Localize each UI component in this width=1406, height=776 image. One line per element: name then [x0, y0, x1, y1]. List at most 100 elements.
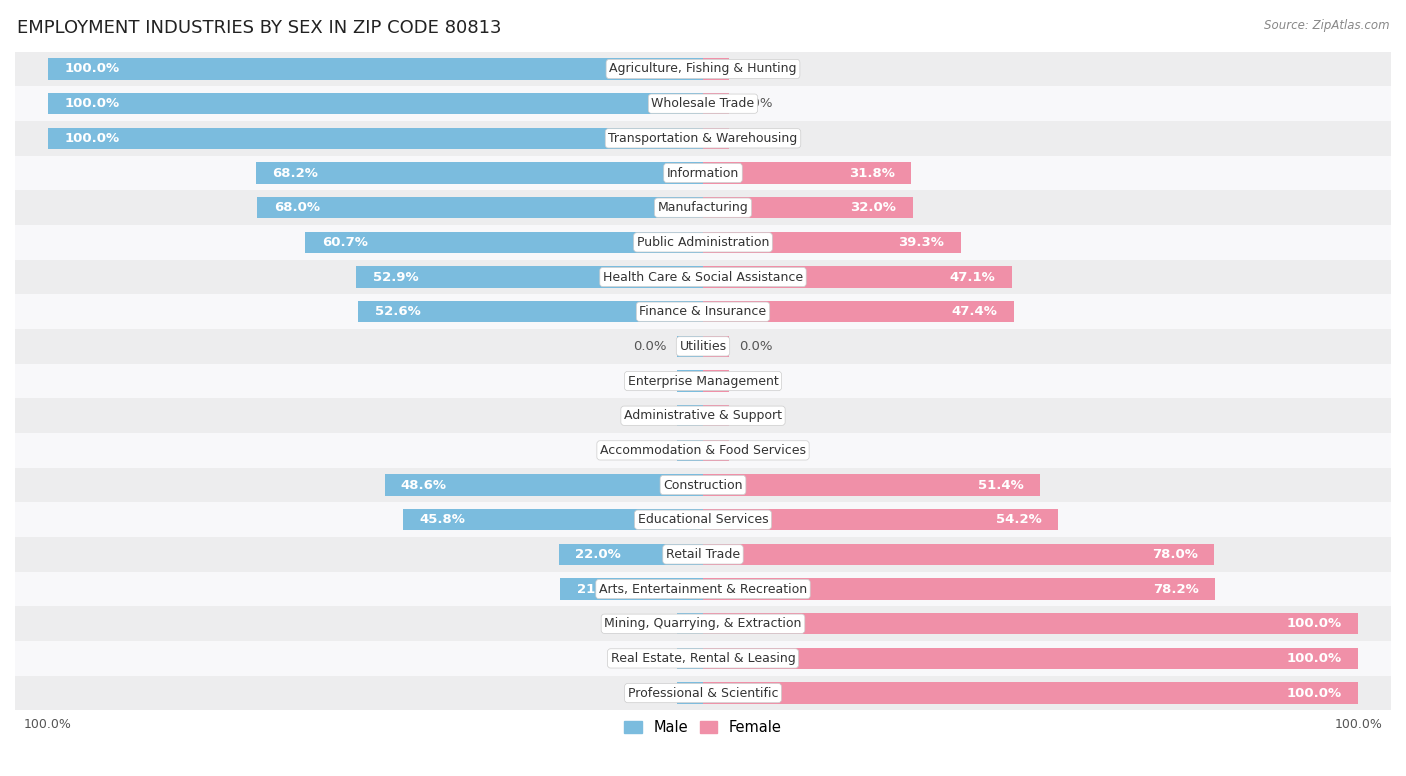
Bar	[48, 93, 703, 114]
Bar	[703, 613, 1358, 635]
Text: 0.0%: 0.0%	[740, 409, 772, 422]
Text: Health Care & Social Assistance: Health Care & Social Assistance	[603, 271, 803, 283]
Bar	[676, 370, 703, 392]
Text: 78.0%: 78.0%	[1152, 548, 1198, 561]
Bar	[676, 440, 703, 461]
Bar	[558, 544, 703, 565]
Text: 0.0%: 0.0%	[634, 687, 666, 700]
Bar	[404, 509, 703, 531]
Text: 0.0%: 0.0%	[740, 340, 772, 353]
Bar	[676, 613, 703, 635]
Bar	[703, 578, 1215, 600]
Text: 22.0%: 22.0%	[575, 548, 621, 561]
Text: Real Estate, Rental & Leasing: Real Estate, Rental & Leasing	[610, 652, 796, 665]
Text: Construction: Construction	[664, 479, 742, 491]
Text: 0.0%: 0.0%	[634, 652, 666, 665]
Bar	[15, 606, 1391, 641]
Bar	[15, 468, 1391, 502]
Text: 100.0%: 100.0%	[1286, 617, 1341, 630]
Text: 60.7%: 60.7%	[322, 236, 367, 249]
Text: Professional & Scientific: Professional & Scientific	[627, 687, 779, 700]
Text: Information: Information	[666, 167, 740, 179]
Bar	[385, 474, 703, 496]
Bar	[703, 440, 730, 461]
Bar	[703, 93, 730, 114]
Bar	[15, 433, 1391, 468]
Text: Utilities: Utilities	[679, 340, 727, 353]
Bar	[15, 190, 1391, 225]
Text: 48.6%: 48.6%	[401, 479, 447, 491]
Bar	[15, 502, 1391, 537]
Text: 0.0%: 0.0%	[634, 409, 666, 422]
Bar	[703, 648, 1358, 669]
Bar	[15, 364, 1391, 398]
Legend: Male, Female: Male, Female	[619, 715, 787, 741]
Text: 100.0%: 100.0%	[65, 63, 120, 75]
Bar	[15, 121, 1391, 156]
Bar	[257, 197, 703, 218]
Bar	[560, 578, 703, 600]
Text: 0.0%: 0.0%	[740, 97, 772, 110]
Text: Source: ZipAtlas.com: Source: ZipAtlas.com	[1264, 19, 1389, 33]
Text: 100.0%: 100.0%	[1286, 652, 1341, 665]
Text: 0.0%: 0.0%	[634, 617, 666, 630]
Text: 54.2%: 54.2%	[995, 513, 1042, 526]
Text: 39.3%: 39.3%	[898, 236, 943, 249]
Text: Finance & Insurance: Finance & Insurance	[640, 305, 766, 318]
Bar	[48, 58, 703, 80]
Text: Enterprise Management: Enterprise Management	[627, 375, 779, 387]
Text: 47.1%: 47.1%	[949, 271, 995, 283]
Bar	[15, 294, 1391, 329]
Bar	[15, 260, 1391, 294]
Bar	[256, 162, 703, 184]
Bar	[15, 398, 1391, 433]
Text: 68.2%: 68.2%	[273, 167, 318, 179]
Bar	[703, 682, 1358, 704]
Bar	[676, 648, 703, 669]
Text: Agriculture, Fishing & Hunting: Agriculture, Fishing & Hunting	[609, 63, 797, 75]
Text: Mining, Quarrying, & Extraction: Mining, Quarrying, & Extraction	[605, 617, 801, 630]
Text: 0.0%: 0.0%	[740, 132, 772, 145]
Bar	[15, 676, 1391, 710]
Text: Public Administration: Public Administration	[637, 236, 769, 249]
Text: 100.0%: 100.0%	[65, 132, 120, 145]
Text: 21.8%: 21.8%	[576, 583, 623, 595]
Bar	[15, 537, 1391, 572]
Text: Manufacturing: Manufacturing	[658, 201, 748, 214]
Bar	[15, 572, 1391, 606]
Bar	[305, 231, 703, 253]
Bar	[356, 266, 703, 288]
Text: 0.0%: 0.0%	[634, 340, 666, 353]
Text: 68.0%: 68.0%	[274, 201, 319, 214]
Bar	[703, 301, 1014, 323]
Text: 45.8%: 45.8%	[419, 513, 465, 526]
Bar	[15, 641, 1391, 676]
Text: 51.4%: 51.4%	[977, 479, 1024, 491]
Text: Wholesale Trade: Wholesale Trade	[651, 97, 755, 110]
Text: 32.0%: 32.0%	[851, 201, 896, 214]
Text: 0.0%: 0.0%	[740, 375, 772, 387]
Text: Accommodation & Food Services: Accommodation & Food Services	[600, 444, 806, 457]
Bar	[15, 329, 1391, 364]
Bar	[676, 335, 703, 357]
Text: Retail Trade: Retail Trade	[666, 548, 740, 561]
Text: Educational Services: Educational Services	[638, 513, 768, 526]
Text: Transportation & Warehousing: Transportation & Warehousing	[609, 132, 797, 145]
Bar	[703, 405, 730, 427]
Text: 0.0%: 0.0%	[740, 444, 772, 457]
Bar	[359, 301, 703, 323]
Text: 0.0%: 0.0%	[740, 63, 772, 75]
Text: Arts, Entertainment & Recreation: Arts, Entertainment & Recreation	[599, 583, 807, 595]
Bar	[15, 52, 1391, 86]
Text: 52.9%: 52.9%	[373, 271, 419, 283]
Text: 78.2%: 78.2%	[1153, 583, 1199, 595]
Bar	[15, 225, 1391, 260]
Text: 100.0%: 100.0%	[1286, 687, 1341, 700]
Bar	[703, 335, 730, 357]
Bar	[703, 509, 1059, 531]
Bar	[703, 197, 912, 218]
Text: EMPLOYMENT INDUSTRIES BY SEX IN ZIP CODE 80813: EMPLOYMENT INDUSTRIES BY SEX IN ZIP CODE…	[17, 19, 502, 37]
Bar	[703, 58, 730, 80]
Bar	[48, 127, 703, 149]
Bar	[703, 162, 911, 184]
